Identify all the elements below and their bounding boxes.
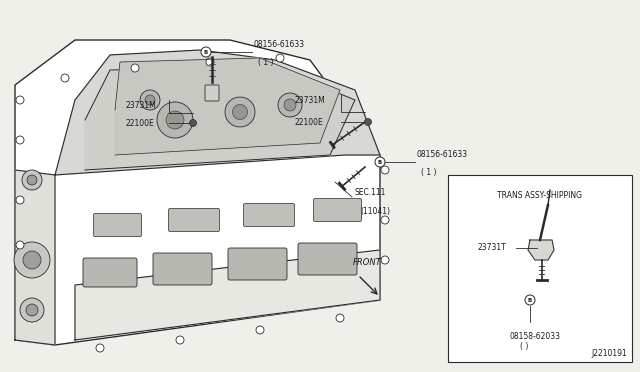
Text: ( 1 ): ( 1 ) (421, 168, 436, 177)
Text: B: B (378, 160, 382, 164)
Circle shape (14, 242, 50, 278)
Text: B: B (528, 298, 532, 302)
Text: 23731T: 23731T (478, 244, 507, 253)
Circle shape (166, 111, 184, 129)
Polygon shape (75, 250, 380, 340)
Circle shape (61, 74, 69, 82)
FancyBboxPatch shape (314, 199, 362, 221)
Circle shape (201, 47, 211, 57)
Polygon shape (55, 50, 380, 175)
Circle shape (189, 119, 196, 126)
Circle shape (381, 216, 389, 224)
Circle shape (27, 175, 37, 185)
FancyBboxPatch shape (205, 85, 219, 101)
Circle shape (206, 58, 214, 66)
Text: 23731M: 23731M (295, 96, 326, 105)
Text: 08156-61633: 08156-61633 (254, 40, 305, 49)
Circle shape (20, 298, 44, 322)
Text: TRANS ASSY-SHIPPING: TRANS ASSY-SHIPPING (497, 190, 582, 199)
Circle shape (256, 326, 264, 334)
Text: (11041): (11041) (360, 207, 390, 216)
FancyBboxPatch shape (153, 253, 212, 285)
Circle shape (276, 54, 284, 62)
FancyBboxPatch shape (298, 243, 357, 275)
Circle shape (26, 304, 38, 316)
Text: 22100E: 22100E (295, 118, 324, 126)
Polygon shape (85, 65, 355, 170)
Polygon shape (15, 40, 380, 345)
Circle shape (525, 295, 535, 305)
Text: ( ): ( ) (520, 342, 529, 351)
Polygon shape (528, 240, 554, 260)
Circle shape (22, 170, 42, 190)
Circle shape (16, 96, 24, 104)
FancyBboxPatch shape (243, 203, 294, 227)
Circle shape (365, 119, 371, 125)
Text: J2210191: J2210191 (591, 349, 627, 358)
Circle shape (157, 102, 193, 138)
FancyBboxPatch shape (93, 214, 141, 237)
Circle shape (96, 344, 104, 352)
Circle shape (23, 251, 41, 269)
Circle shape (16, 196, 24, 204)
FancyBboxPatch shape (228, 248, 287, 280)
Text: 08158-62033: 08158-62033 (510, 332, 561, 341)
Circle shape (140, 90, 160, 110)
FancyBboxPatch shape (168, 208, 220, 231)
Text: 23731M: 23731M (125, 100, 156, 109)
Circle shape (381, 256, 389, 264)
FancyBboxPatch shape (83, 258, 137, 287)
Circle shape (225, 97, 255, 127)
Bar (448, 175, 632, 362)
Polygon shape (15, 170, 55, 345)
Polygon shape (115, 58, 340, 155)
Text: 08156-61633: 08156-61633 (417, 150, 468, 159)
Circle shape (284, 99, 296, 111)
Circle shape (381, 166, 389, 174)
Text: ( 1 ): ( 1 ) (258, 58, 273, 67)
Circle shape (16, 136, 24, 144)
Text: SEC.111: SEC.111 (355, 188, 387, 197)
Text: B: B (204, 49, 208, 55)
Circle shape (131, 64, 139, 72)
Circle shape (375, 157, 385, 167)
Circle shape (336, 314, 344, 322)
Text: FRONT: FRONT (353, 258, 381, 267)
Circle shape (16, 241, 24, 249)
Circle shape (176, 336, 184, 344)
Circle shape (145, 95, 155, 105)
Text: 22100E: 22100E (125, 119, 154, 128)
Circle shape (232, 105, 248, 119)
Circle shape (278, 93, 302, 117)
